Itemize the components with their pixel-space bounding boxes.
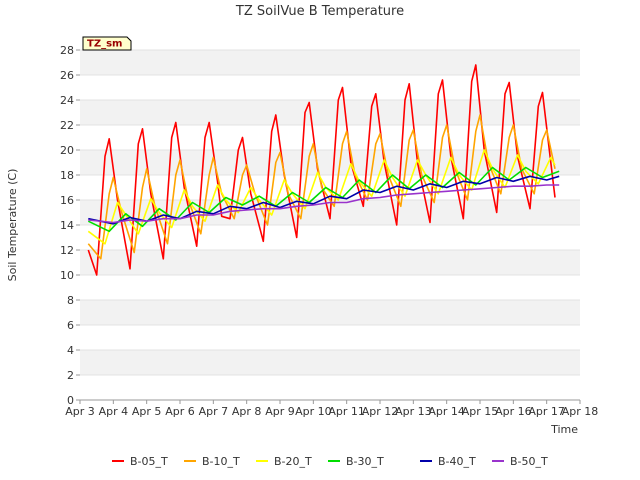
x-axis-label: Time — [550, 423, 578, 436]
grid-band — [80, 275, 580, 300]
tz-badge: TZ_sm — [82, 36, 132, 51]
grid-band — [80, 225, 580, 250]
y-tick-label: 20 — [60, 144, 74, 157]
legend-label: B-40_T — [438, 455, 476, 468]
legend-label: B-30_T — [346, 455, 384, 468]
grid-band — [80, 325, 580, 350]
chart-title: TZ SoilVue B Temperature — [235, 4, 404, 19]
grid-band — [80, 50, 580, 75]
grid-band — [80, 125, 580, 150]
grid-bands — [80, 49, 580, 401]
legend-label: B-20_T — [274, 455, 312, 468]
grid-band — [80, 300, 580, 325]
x-tick-label: Apr 6 — [165, 405, 195, 418]
x-tick-label: Apr 14 — [428, 405, 465, 418]
legend-label: B-05_T — [130, 455, 168, 468]
badge-label: TZ_sm — [87, 39, 122, 50]
x-tick-label: Apr 15 — [462, 405, 499, 418]
series-line-b-40_t — [88, 175, 560, 225]
x-tick-label: Apr 8 — [232, 405, 262, 418]
y-tick-label: 24 — [60, 94, 74, 107]
x-axis: Apr 3 Apr 4 Apr 5 Apr 6 Apr 7 Apr 8 Apr 9 Apr 1… — [65, 399, 599, 418]
y-tick-label: 16 — [60, 194, 74, 207]
badge-box — [82, 36, 132, 51]
y-tick-label: 18 — [60, 169, 74, 182]
grid-band — [80, 350, 580, 375]
grid-band — [80, 100, 580, 125]
y-tick-label: 4 — [67, 344, 74, 357]
grid-band — [80, 75, 580, 100]
y-axis-label: Soil Temperature (C) — [6, 169, 19, 282]
y-tick-label: 22 — [60, 119, 74, 132]
x-tick-label: Apr 11 — [328, 405, 365, 418]
y-tick-label: 8 — [67, 294, 74, 307]
x-tick-label: Apr 16 — [495, 405, 532, 418]
x-tick-label: Apr 5 — [132, 405, 162, 418]
y-tick-label: 12 — [60, 244, 74, 257]
x-tick-label: Apr 9 — [265, 405, 295, 418]
y-tick-label: 10 — [60, 269, 74, 282]
x-tick-label: Apr 3 — [65, 405, 95, 418]
y-tick-label: 6 — [67, 319, 74, 332]
legend-item: B-10_T — [184, 455, 240, 468]
legend-label: B-10_T — [202, 455, 240, 468]
x-tick-label: Apr 17 — [528, 405, 565, 418]
series-line-b-50_t — [88, 184, 560, 224]
legend-item: B-50_T — [492, 455, 548, 468]
x-tick-label: Apr 10 — [295, 405, 332, 418]
grid-band — [80, 250, 580, 275]
y-tick-label: 26 — [60, 69, 74, 82]
series-line-b-10_t — [87, 114, 556, 260]
x-tick-label: Apr 12 — [362, 405, 399, 418]
legend: B-05_T B-10_T B-20_T B-30_T B-40_T B-50_T — [112, 455, 548, 468]
grid-band — [80, 375, 580, 400]
legend-item: B-05_T — [112, 455, 168, 468]
legend-item: B-30_T — [328, 455, 384, 468]
legend-label: B-50_T — [510, 455, 548, 468]
legend-item: B-40_T — [420, 455, 476, 468]
y-tick-label: 14 — [60, 219, 74, 232]
x-tick-label: Apr 13 — [395, 405, 432, 418]
legend-item: B-20_T — [256, 455, 312, 468]
x-tick-label: Apr 7 — [199, 405, 229, 418]
y-tick-label: 28 — [60, 44, 74, 57]
x-tick-label: Apr 18 — [562, 405, 599, 418]
series-lines — [87, 64, 560, 276]
x-tick-label: Apr 4 — [99, 405, 129, 418]
y-tick-label: 0 — [67, 394, 74, 407]
y-tick-label: 2 — [67, 369, 74, 382]
